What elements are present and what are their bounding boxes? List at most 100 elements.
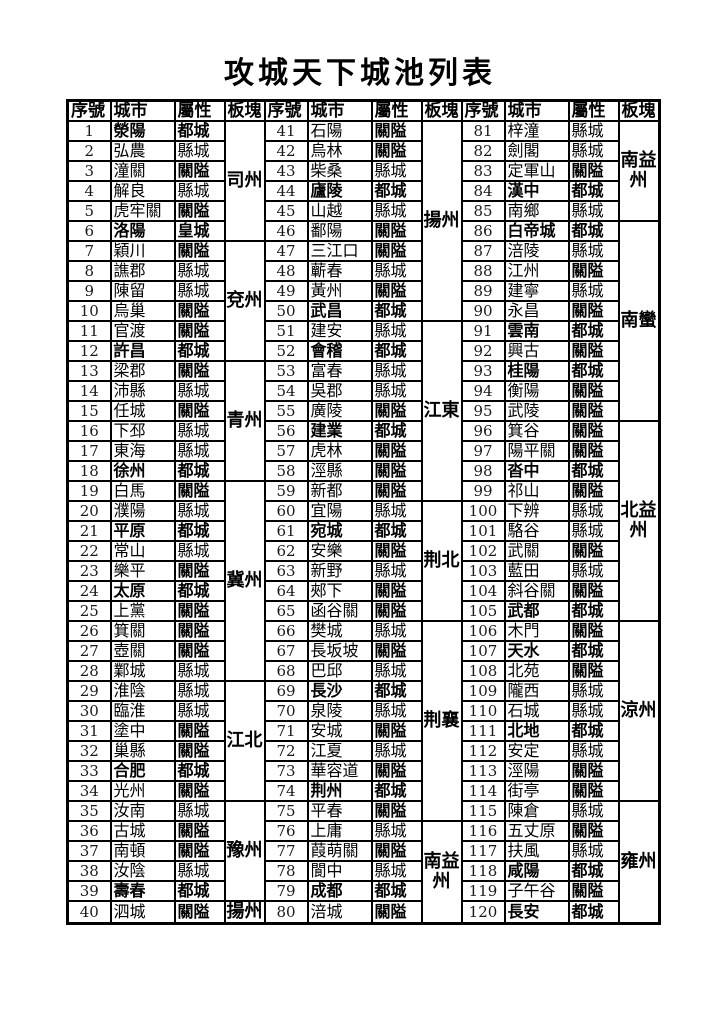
- city-attribute-cell: 都城: [370, 420, 423, 442]
- city-name-cell: 新都: [306, 480, 373, 502]
- city-name-cell: 永昌: [503, 300, 570, 322]
- city-attribute-cell: 關隘: [567, 160, 620, 182]
- serial-cell: 50: [263, 300, 309, 322]
- table-row: 29 淮陰 縣城 江北 69 長沙 都城 109 隴西 縣城: [66, 680, 660, 802]
- serial-cell: 8: [66, 260, 112, 282]
- city-name-cell: 譙郡: [109, 260, 176, 282]
- table-row: 19 白馬 關隘 冀州 59 新都 關隘 99 祁山 關隘: [66, 480, 660, 682]
- city-attribute-cell: 都城: [173, 120, 226, 142]
- serial-cell: 117: [460, 840, 506, 862]
- serial-cell: 59: [263, 480, 309, 502]
- city-name-cell: 許昌: [109, 340, 176, 362]
- header-row: 序號 城市 屬性 板塊 序號 城市 屬性 板塊 序號 城市 屬性 板塊: [66, 99, 660, 122]
- serial-cell: 70: [263, 700, 309, 722]
- serial-cell: 52: [263, 340, 309, 362]
- table-row: 12 許昌 都城 52 會稽 都城 92 興古 關隘: [66, 340, 660, 362]
- serial-cell: 96: [460, 420, 506, 442]
- table-row: 25 上黨 關隘 65 函谷關 關隘 105 武都 都城: [66, 600, 660, 622]
- city-name-cell: 樂平: [109, 560, 176, 582]
- serial-cell: 77: [263, 840, 309, 862]
- city-name-cell: 塗中: [109, 720, 176, 742]
- serial-cell: 100: [460, 500, 506, 522]
- region-label-cell: 江北: [223, 680, 266, 802]
- city-attribute-cell: 縣城: [567, 120, 620, 142]
- serial-cell: 40: [66, 900, 112, 925]
- region-label-cell: 揚州: [420, 120, 463, 322]
- city-name-cell: 壽春: [109, 880, 176, 902]
- region-label-cell: 雍州: [617, 800, 660, 925]
- city-attribute-cell: 關隘: [567, 760, 620, 782]
- city-attribute-cell: 關隘: [173, 400, 226, 422]
- city-attribute-cell: 關隘: [567, 300, 620, 322]
- city-name-cell: 洛陽: [109, 220, 176, 242]
- serial-cell: 103: [460, 560, 506, 582]
- city-name-cell: 武昌: [306, 300, 373, 322]
- serial-cell: 4: [66, 180, 112, 202]
- city-name-cell: 建業: [306, 420, 373, 442]
- serial-cell: 17: [66, 440, 112, 462]
- serial-cell: 25: [66, 600, 112, 622]
- city-attribute-cell: 皇城: [173, 220, 226, 242]
- city-attribute-cell: 縣城: [370, 820, 423, 842]
- city-attribute-cell: 都城: [567, 360, 620, 382]
- city-name-cell: 上庸: [306, 820, 373, 842]
- city-name-cell: 虎牢關: [109, 200, 176, 222]
- city-attribute-cell: 關隘: [173, 780, 226, 802]
- city-name-cell: 斜谷關: [503, 580, 570, 602]
- region-label-cell: 荆襄: [420, 620, 463, 822]
- city-attribute-cell: 關隘: [173, 320, 226, 342]
- table-row: 34 光州 關隘 74 荆州 都城 114 街亭 關隘: [66, 780, 660, 802]
- city-name-cell: 烏巢: [109, 300, 176, 322]
- city-name-cell: 涇縣: [306, 460, 373, 482]
- city-name-cell: 解良: [109, 180, 176, 202]
- city-name-cell: 陳留: [109, 280, 176, 302]
- city-name-cell: 石陽: [306, 120, 373, 142]
- serial-cell: 41: [263, 120, 309, 142]
- serial-cell: 65: [263, 600, 309, 622]
- serial-cell: 68: [263, 660, 309, 682]
- city-attribute-cell: 縣城: [370, 860, 423, 882]
- region-label-cell: 青州: [223, 360, 266, 482]
- city-attribute-cell: 都城: [567, 640, 620, 662]
- serial-cell: 92: [460, 340, 506, 362]
- city-name-cell: 陽平關: [503, 440, 570, 462]
- city-attribute-cell: 縣城: [370, 660, 423, 682]
- city-name-cell: 街亭: [503, 780, 570, 802]
- column-header-serial: 序號: [460, 99, 506, 122]
- city-attribute-cell: 關隘: [370, 220, 423, 242]
- city-attribute-cell: 關隘: [173, 480, 226, 502]
- city-attribute-cell: 縣城: [173, 800, 226, 822]
- city-attribute-cell: 縣城: [567, 680, 620, 702]
- region-label-cell: 江東: [420, 320, 463, 502]
- city-attribute-cell: 縣城: [370, 200, 423, 222]
- city-attribute-cell: 縣城: [567, 500, 620, 522]
- serial-cell: 23: [66, 560, 112, 582]
- city-name-cell: 古城: [109, 820, 176, 842]
- serial-cell: 54: [263, 380, 309, 402]
- serial-cell: 93: [460, 360, 506, 382]
- city-name-cell: 函谷關: [306, 600, 373, 622]
- region-label-cell: 兗州: [223, 240, 266, 362]
- city-name-cell: 宜陽: [306, 500, 373, 522]
- serial-cell: 112: [460, 740, 506, 762]
- serial-cell: 118: [460, 860, 506, 882]
- city-name-cell: 南鄉: [503, 200, 570, 222]
- column-header-city: 城市: [306, 99, 373, 122]
- city-attribute-cell: 縣城: [567, 520, 620, 542]
- serial-cell: 9: [66, 280, 112, 302]
- region-label-cell: 南益州: [420, 820, 463, 925]
- city-attribute-cell: 縣城: [567, 560, 620, 582]
- page-title: 攻城天下城池列表: [224, 56, 496, 91]
- city-attribute-cell: 縣城: [370, 360, 423, 382]
- city-attribute-cell: 縣城: [173, 660, 226, 682]
- city-attribute-cell: 關隘: [370, 480, 423, 502]
- city-attribute-cell: 縣城: [173, 540, 226, 562]
- city-attribute-cell: 關隘: [173, 360, 226, 382]
- serial-cell: 115: [460, 800, 506, 822]
- serial-cell: 111: [460, 720, 506, 742]
- serial-cell: 27: [66, 640, 112, 662]
- city-attribute-cell: 縣城: [173, 700, 226, 722]
- table-row: 21 平原 都城 61 宛城 都城 101 駱谷 縣城: [66, 520, 660, 542]
- city-name-cell: 巴邱: [306, 660, 373, 682]
- city-name-cell: 富春: [306, 360, 373, 382]
